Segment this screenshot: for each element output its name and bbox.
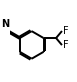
- Text: F: F: [63, 40, 69, 50]
- Text: F: F: [63, 26, 69, 36]
- Text: N: N: [1, 19, 9, 29]
